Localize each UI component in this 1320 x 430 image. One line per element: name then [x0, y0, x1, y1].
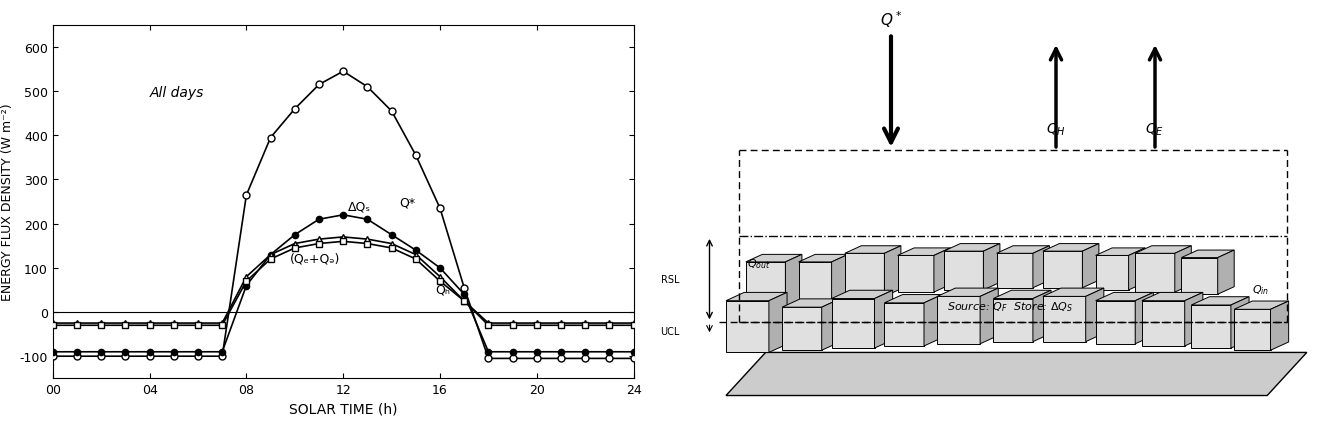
Text: UCL: UCL — [660, 326, 680, 336]
Polygon shape — [937, 289, 998, 297]
Polygon shape — [726, 353, 1307, 396]
Polygon shape — [746, 255, 801, 262]
Polygon shape — [898, 249, 950, 256]
Polygon shape — [993, 291, 1051, 299]
Polygon shape — [1096, 256, 1129, 290]
Polygon shape — [1217, 250, 1234, 295]
Polygon shape — [1142, 301, 1185, 346]
Y-axis label: ENERGY FLUX DENSITY (W m⁻²): ENERGY FLUX DENSITY (W m⁻²) — [1, 104, 15, 301]
Polygon shape — [1096, 249, 1144, 256]
Polygon shape — [1043, 297, 1085, 342]
Polygon shape — [944, 244, 1001, 252]
Polygon shape — [726, 293, 787, 301]
Polygon shape — [937, 297, 979, 344]
Polygon shape — [785, 255, 801, 310]
Polygon shape — [997, 246, 1049, 254]
Polygon shape — [1192, 297, 1249, 305]
Polygon shape — [1135, 254, 1175, 292]
Text: Source: $Q_F$  Store: $\Delta Q_S$: Source: $Q_F$ Store: $\Delta Q_S$ — [946, 300, 1073, 313]
Polygon shape — [1234, 310, 1270, 350]
Polygon shape — [781, 299, 840, 307]
Polygon shape — [983, 244, 1001, 290]
Text: Q*: Q* — [399, 197, 414, 209]
Polygon shape — [993, 299, 1034, 342]
Polygon shape — [1181, 258, 1217, 295]
Text: $Q^*$: $Q^*$ — [880, 9, 902, 30]
Polygon shape — [1085, 289, 1104, 342]
Polygon shape — [781, 307, 821, 350]
Polygon shape — [898, 256, 935, 292]
Text: $Q_{in}$: $Q_{in}$ — [1251, 283, 1270, 296]
Polygon shape — [884, 303, 924, 346]
Text: $Q_E$: $Q_E$ — [1146, 121, 1164, 137]
Polygon shape — [1129, 249, 1144, 290]
Polygon shape — [1043, 252, 1082, 288]
Polygon shape — [1135, 293, 1154, 344]
Polygon shape — [832, 255, 849, 301]
Polygon shape — [799, 262, 832, 301]
X-axis label: SOLAR TIME (h): SOLAR TIME (h) — [289, 402, 397, 416]
Polygon shape — [935, 249, 950, 292]
Polygon shape — [884, 295, 942, 303]
Polygon shape — [1181, 250, 1234, 258]
Polygon shape — [1135, 246, 1192, 254]
Polygon shape — [997, 254, 1034, 288]
Polygon shape — [845, 246, 900, 254]
Polygon shape — [832, 291, 892, 299]
Text: Qₕ: Qₕ — [436, 283, 450, 295]
Polygon shape — [1096, 293, 1154, 301]
Polygon shape — [924, 295, 942, 346]
Polygon shape — [1082, 244, 1098, 288]
Polygon shape — [1234, 301, 1288, 310]
Polygon shape — [1175, 246, 1192, 292]
Text: $Q_H$: $Q_H$ — [1045, 121, 1067, 137]
Text: $Q_{out}$: $Q_{out}$ — [747, 257, 771, 270]
Polygon shape — [746, 262, 785, 310]
Polygon shape — [821, 299, 840, 350]
Polygon shape — [1232, 297, 1249, 348]
Polygon shape — [1034, 246, 1049, 288]
Polygon shape — [874, 291, 892, 348]
Polygon shape — [1043, 244, 1098, 252]
Polygon shape — [845, 254, 884, 297]
Polygon shape — [768, 293, 787, 353]
Polygon shape — [1270, 301, 1288, 350]
Polygon shape — [979, 289, 998, 344]
Polygon shape — [884, 246, 900, 297]
Text: (Qₑ+Qₔ): (Qₑ+Qₔ) — [290, 252, 341, 264]
Polygon shape — [1096, 301, 1135, 344]
Polygon shape — [1034, 291, 1051, 342]
Text: RSL: RSL — [660, 274, 680, 285]
Polygon shape — [1142, 293, 1203, 301]
Polygon shape — [1043, 289, 1104, 297]
Polygon shape — [799, 255, 849, 262]
Polygon shape — [1185, 293, 1203, 346]
Polygon shape — [944, 252, 983, 290]
Polygon shape — [1192, 305, 1232, 348]
Polygon shape — [832, 299, 874, 348]
Text: All days: All days — [149, 85, 205, 99]
Polygon shape — [726, 301, 768, 353]
Text: ΔQₛ: ΔQₛ — [348, 200, 371, 213]
